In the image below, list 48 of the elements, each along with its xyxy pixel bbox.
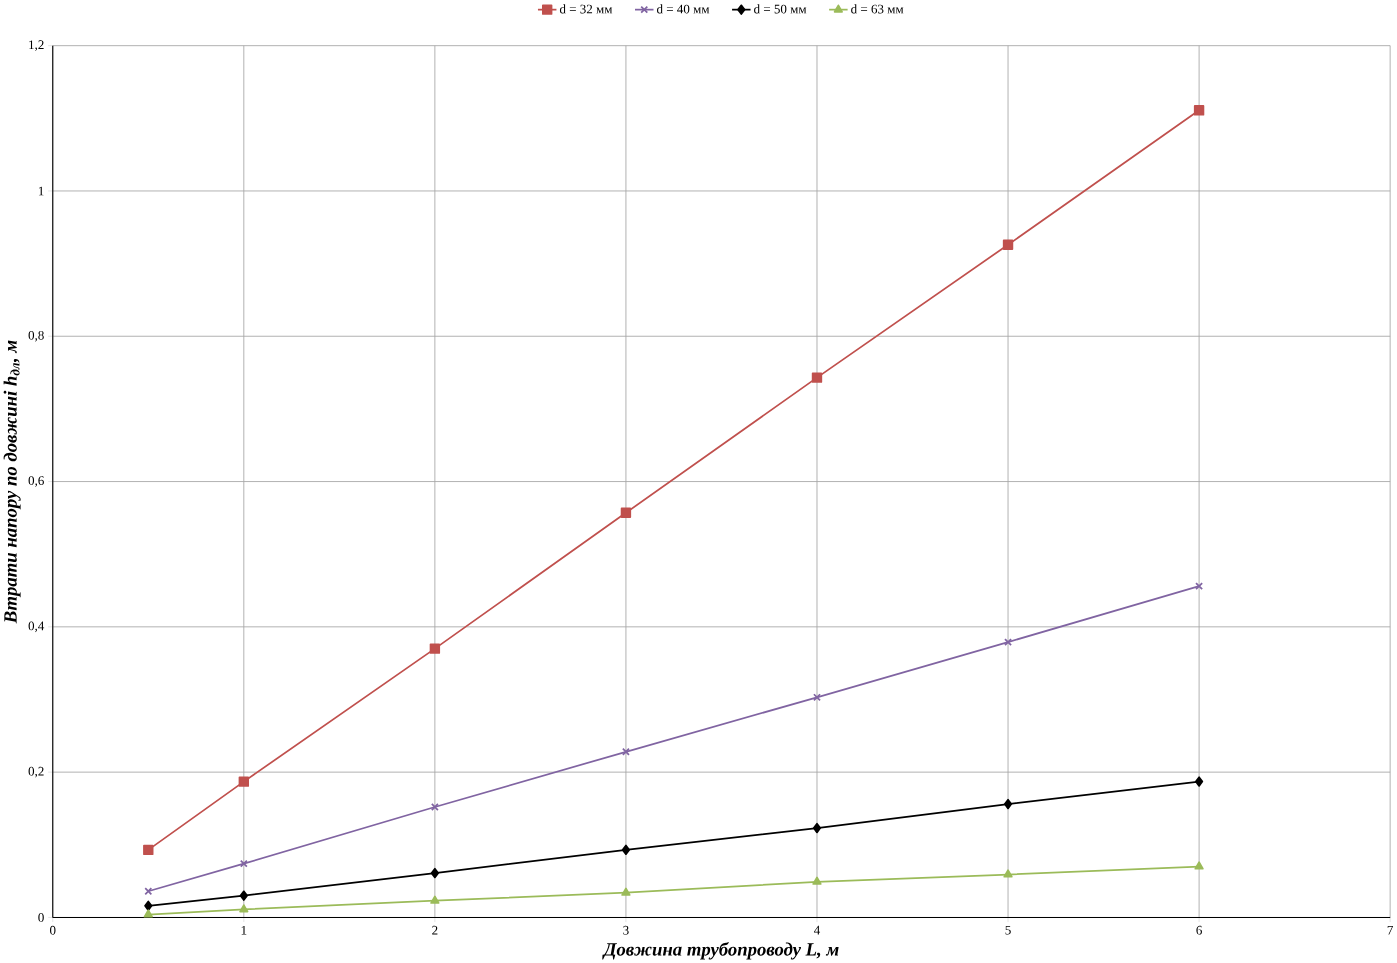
point — [622, 747, 630, 756]
point — [1003, 869, 1013, 878]
point — [1002, 239, 1014, 250]
y-tick-label: 0 — [38, 912, 44, 922]
point — [239, 890, 248, 901]
point — [1195, 582, 1204, 591]
legend-label: d = 32 мм — [559, 4, 613, 14]
point — [144, 887, 153, 896]
x-tick-label: 1 — [241, 925, 247, 935]
point — [812, 822, 822, 834]
y-tick-label: 0,4 — [28, 621, 45, 633]
point — [812, 876, 822, 885]
x-tick-label: 0 — [50, 925, 56, 935]
point — [143, 909, 153, 918]
point — [430, 803, 439, 811]
point — [1003, 798, 1013, 810]
x-tick-label: 2 — [432, 925, 438, 935]
legend-label: d = 50 мм — [754, 4, 807, 14]
point — [429, 643, 441, 654]
y-tick-label: 1,2 — [29, 40, 44, 51]
point — [143, 844, 154, 856]
point — [430, 895, 440, 904]
point — [811, 372, 823, 383]
point — [238, 776, 250, 787]
y-tick-label: 1 — [38, 186, 44, 196]
point — [1194, 776, 1204, 787]
x-tick-label: 6 — [1196, 925, 1202, 935]
legend-label: d = 63 мм — [851, 4, 904, 14]
point — [1004, 638, 1012, 646]
point — [1194, 861, 1204, 870]
point — [621, 844, 631, 856]
x-axis-title: Довжина трубопроводу L, м — [602, 942, 839, 960]
x-tick-label: 7 — [1387, 925, 1394, 935]
point — [239, 859, 248, 868]
y-axis-title: Втрати напору по довжині h$_{дл}$, м — [3, 340, 21, 624]
x-tick-label: 5 — [1005, 925, 1011, 935]
y-tick-label: 0,8 — [28, 330, 44, 342]
point — [1193, 105, 1205, 116]
point — [430, 867, 439, 879]
point — [621, 887, 631, 896]
y-tick-label: 0,6 — [28, 476, 44, 487]
point — [144, 900, 153, 911]
y-tick-label: 0,2 — [28, 766, 44, 778]
point — [620, 507, 632, 518]
x-tick-label: 3 — [623, 925, 629, 935]
legend-label: d = 40 мм — [657, 4, 710, 14]
x-tick-label: 4 — [813, 925, 821, 935]
point — [239, 904, 249, 913]
